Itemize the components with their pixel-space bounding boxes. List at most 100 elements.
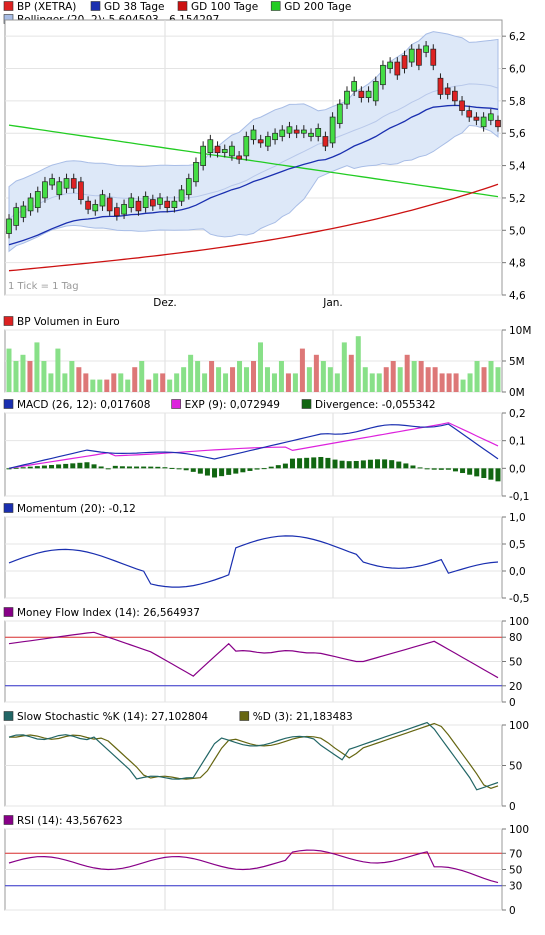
- divergence-bar: [204, 468, 210, 476]
- volume-bar: [264, 367, 270, 392]
- candle: [351, 81, 358, 92]
- candle: [473, 116, 480, 121]
- divergence-bar: [431, 468, 437, 470]
- candle: [142, 195, 149, 208]
- exp-line: [8, 422, 499, 469]
- volume-bar: [271, 373, 277, 392]
- candle: [92, 204, 99, 212]
- divergence-bar: [112, 465, 118, 469]
- divergence-bar: [27, 466, 33, 469]
- divergence-bar: [495, 468, 501, 482]
- y-tick-label: 50: [509, 761, 522, 773]
- y-tick-label: 5M: [509, 356, 525, 368]
- y-tick-label: 0M: [509, 387, 525, 399]
- volume-bar: [446, 373, 452, 392]
- candle: [437, 77, 444, 95]
- volume-bar: [481, 367, 487, 392]
- volume-bar: [20, 354, 26, 392]
- y-tick-label: 20: [509, 681, 522, 693]
- divergence-bar: [445, 468, 451, 470]
- divergence-bar: [360, 460, 366, 469]
- legend-swatch: [3, 1, 14, 11]
- candle: [300, 129, 307, 134]
- y-tick-label: 0,0: [509, 566, 526, 578]
- volume-bar: [160, 373, 166, 392]
- candle: [322, 136, 329, 147]
- volume-bar: [97, 379, 103, 392]
- candle: [178, 189, 185, 202]
- candle: [99, 194, 106, 207]
- gd200-line: [8, 124, 499, 198]
- volume-bar: [460, 379, 466, 392]
- y-tick-label: 50: [509, 657, 522, 669]
- legend-swatch: [90, 1, 101, 11]
- candle: [401, 55, 408, 69]
- legend-label: Slow Stochastic %K (14): 27,102804: [17, 711, 208, 723]
- candle: [430, 48, 437, 66]
- y-tick-label: 70: [509, 848, 522, 860]
- bollinger-mid: [8, 83, 499, 220]
- divergence-bar: [176, 468, 182, 470]
- divergence-bar: [70, 463, 76, 469]
- y-tick-label: 5,8: [509, 96, 526, 108]
- divergence-bar: [169, 467, 175, 469]
- divergence-bar: [452, 468, 458, 472]
- divergence-bar: [13, 467, 19, 469]
- divergence-bar: [389, 460, 395, 469]
- divergence-bar: [346, 461, 352, 469]
- volume-bar: [390, 361, 396, 392]
- y-tick-label: 5,4: [509, 161, 526, 173]
- gd100-line: [8, 183, 499, 272]
- candle: [250, 129, 257, 141]
- volume-bar: [90, 379, 96, 392]
- y-tick-label: 5,6: [509, 128, 526, 140]
- candle: [221, 149, 228, 153]
- y-tick-label: 10M: [509, 325, 531, 337]
- volume-bar: [285, 373, 291, 392]
- volume-bar: [341, 342, 347, 392]
- legend-swatch: [3, 316, 14, 326]
- volume-bar: [327, 367, 333, 392]
- candle: [185, 178, 192, 196]
- volume-bar: [313, 354, 319, 392]
- volume-bar: [453, 373, 459, 392]
- divergence-bar: [268, 466, 274, 469]
- volume-bar: [334, 373, 340, 392]
- divergence-bar: [339, 460, 345, 469]
- x-tick-label: Dez.: [153, 297, 176, 309]
- divergence-bar: [84, 462, 90, 469]
- candle: [308, 132, 314, 137]
- candle: [42, 181, 48, 199]
- rsi-line: [8, 849, 499, 884]
- macd-line: [8, 423, 499, 469]
- divergence-bar: [233, 468, 239, 474]
- candle: [466, 110, 473, 118]
- volume-bar: [153, 373, 159, 392]
- volume-bar: [125, 379, 131, 392]
- divergence-bar: [438, 468, 444, 470]
- candle: [56, 181, 63, 196]
- divergence-bar: [353, 460, 359, 469]
- volume-bar: [299, 348, 305, 392]
- volume-bar: [495, 367, 501, 392]
- candle: [279, 129, 286, 137]
- divergence-bar: [98, 466, 104, 469]
- y-tick-label: 30: [509, 881, 522, 893]
- candle: [13, 207, 20, 226]
- divergence-bar: [275, 465, 281, 469]
- divergence-bar: [481, 468, 487, 479]
- divergence-bar: [304, 457, 310, 469]
- volume-bar: [383, 367, 389, 392]
- candle: [459, 100, 465, 111]
- candle: [495, 119, 501, 128]
- volume-bar: [278, 361, 284, 392]
- y-tick-label: 0: [509, 905, 516, 917]
- divergence-bar: [367, 459, 373, 469]
- volume-bar: [209, 361, 215, 392]
- divergence-bar: [424, 468, 430, 470]
- y-tick-label: 0,5: [509, 539, 526, 551]
- candle: [85, 200, 91, 210]
- divergence-bar: [382, 459, 388, 469]
- volume-bar: [474, 361, 480, 392]
- volume-bar: [146, 379, 152, 392]
